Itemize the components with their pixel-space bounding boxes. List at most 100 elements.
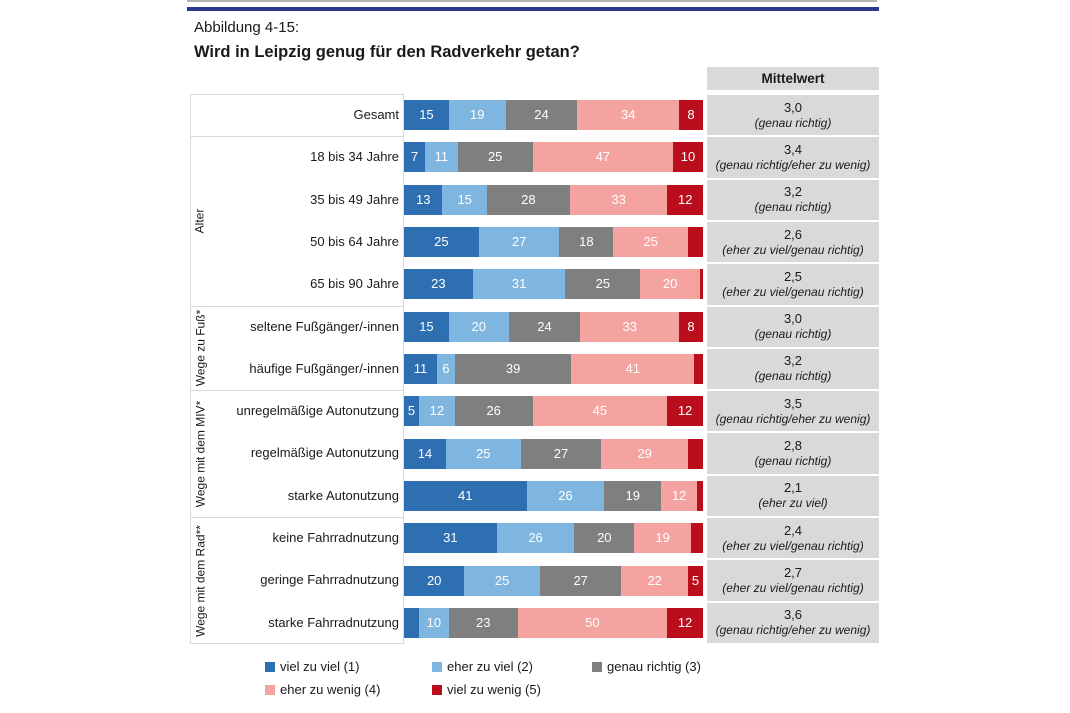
legend-item: eher zu viel (2): [432, 659, 533, 674]
bar-segment: 31: [472, 269, 566, 300]
mean-value: 3,4: [783, 141, 803, 157]
bar-value-label: 15: [457, 191, 472, 207]
legend-label: genau richtig (3): [607, 659, 701, 674]
bar-segment: 18: [559, 227, 614, 258]
bar-value-label: 31: [511, 276, 527, 292]
bar-value-label: 33: [611, 191, 626, 207]
mean-cell: 2,8 (genau richtig): [707, 433, 879, 474]
category-label: 50 bis 64 Jahre: [310, 233, 399, 249]
bar-value-label: 14: [417, 445, 433, 461]
bar-segment: 25: [464, 565, 540, 596]
bar-segment: 41: [571, 354, 695, 384]
bar-value-label: 25: [643, 234, 658, 250]
legend-label: eher zu viel (2): [447, 659, 533, 674]
page-top-rule: [187, 0, 877, 2]
legend-label: viel zu wenig (5): [447, 682, 541, 697]
bar-segment: 15: [404, 100, 449, 131]
bar-value-label: 22: [647, 572, 662, 588]
mean-value: 3,2: [783, 353, 803, 369]
bar-value-label: 25: [595, 276, 611, 292]
bar-segment: [694, 354, 703, 384]
bar-value-label: 25: [487, 149, 503, 165]
mean-qualifier: (genau richtig): [754, 327, 832, 342]
bar-segment: 12: [667, 607, 703, 638]
bar-segment: 25: [565, 269, 641, 300]
group-separator: [190, 390, 404, 392]
mean-qualifier: (genau richtig): [754, 454, 832, 469]
category-label: starke Autonutzung: [287, 487, 399, 503]
category-label: 35 bis 49 Jahre: [310, 191, 399, 207]
bar-segment: 14: [404, 438, 446, 469]
mean-qualifier: (genau richtig): [754, 200, 832, 215]
chart-title: Wird in Leipzig genug für den Radverkehr…: [194, 43, 580, 61]
category-label-panel: [190, 94, 404, 644]
bar-segment: 41: [404, 480, 527, 511]
bar-segment: 26: [496, 523, 575, 554]
bar-value-label: 5: [691, 572, 700, 588]
bar-segment: 33: [569, 184, 668, 215]
bar-value-label: 19: [625, 487, 640, 503]
bar-value-label: 27: [511, 234, 527, 250]
bar-value-label: 20: [597, 530, 612, 546]
bar-value-label: 26: [486, 403, 501, 419]
group-label: Wege zu Fuß*: [192, 309, 207, 387]
bar-value-label: 20: [471, 318, 486, 334]
bar-value-label: 23: [475, 614, 491, 630]
category-label: 18 bis 34 Jahre: [310, 149, 399, 165]
bar-segment: [691, 523, 703, 554]
bar-segment: 26: [526, 480, 605, 511]
category-label: seltene Fußgänger/-innen: [250, 318, 399, 334]
bar-value-label: 11: [413, 361, 428, 376]
bar-segment: 39: [454, 354, 572, 384]
figure-accent-rule: [187, 7, 879, 11]
bar-value-label: 13: [416, 191, 431, 207]
bar-value-label: 15: [419, 107, 434, 123]
mean-qualifier: (genau richtig): [754, 115, 832, 130]
bar-value-label: 12: [671, 487, 687, 503]
bar-segment: 25: [457, 142, 533, 173]
group-separator: [190, 305, 404, 307]
legend-swatch: [432, 661, 442, 672]
legend-item: eher zu wenig (4): [265, 682, 380, 697]
mean-cell: 2,1 (eher zu viel): [707, 475, 879, 517]
bar-segment: 19: [448, 100, 506, 131]
bar-segment: [688, 438, 703, 469]
bar-segment: 27: [539, 565, 622, 596]
legend-swatch: [592, 661, 602, 672]
bar-segment: 27: [478, 227, 560, 258]
group-separator: [190, 136, 404, 138]
mean-cell: 3,0 (genau richtig): [707, 306, 879, 347]
bar-value-label: 18: [579, 234, 594, 250]
bar-value-label: 29: [637, 445, 652, 461]
bar-value-label: 8: [687, 318, 695, 334]
bar-value-label: 31: [443, 530, 458, 546]
mean-qualifier: (eher zu viel/genau richtig): [722, 284, 864, 299]
mean-qualifier: (eher zu viel/genau richtig): [722, 538, 864, 553]
mean-qualifier: (eher zu viel/genau richtig): [722, 242, 864, 257]
mean-value: 2,1: [783, 480, 803, 496]
bar-segment: 7: [404, 142, 425, 173]
bar-segment: 19: [604, 480, 662, 511]
legend-swatch: [265, 661, 275, 672]
bar-value-label: 50: [585, 614, 600, 630]
bar-segment: 25: [404, 227, 479, 258]
bar-segment: 12: [667, 184, 703, 215]
bar-segment: 45: [532, 396, 668, 427]
bar-value-label: 47: [595, 149, 611, 165]
mean-qualifier: (eher zu viel): [758, 496, 828, 511]
legend-label: viel zu viel (1): [280, 659, 360, 674]
bar-segment: 5: [687, 565, 703, 596]
mean-qualifier: (eher zu viel/genau richtig): [722, 581, 864, 596]
bar-value-label: 28: [521, 191, 536, 207]
bar-segment: 22: [621, 565, 688, 596]
mean-qualifier: (genau richtig): [754, 369, 832, 384]
mean-cell: 2,7 (eher zu viel/genau richtig): [707, 560, 879, 601]
bar-value-label: 10: [426, 614, 442, 630]
mean-value: 3,6: [783, 607, 803, 623]
bar-value-label: 5: [407, 403, 416, 419]
bar-segment: 11: [404, 354, 437, 384]
mean-cell: 2,6 (eher zu viel/genau richtig): [707, 221, 879, 263]
mean-qualifier: (genau richtig/eher zu wenig): [715, 157, 871, 172]
bar-segment: 20: [640, 269, 700, 300]
bar-value-label: 8: [687, 107, 695, 123]
